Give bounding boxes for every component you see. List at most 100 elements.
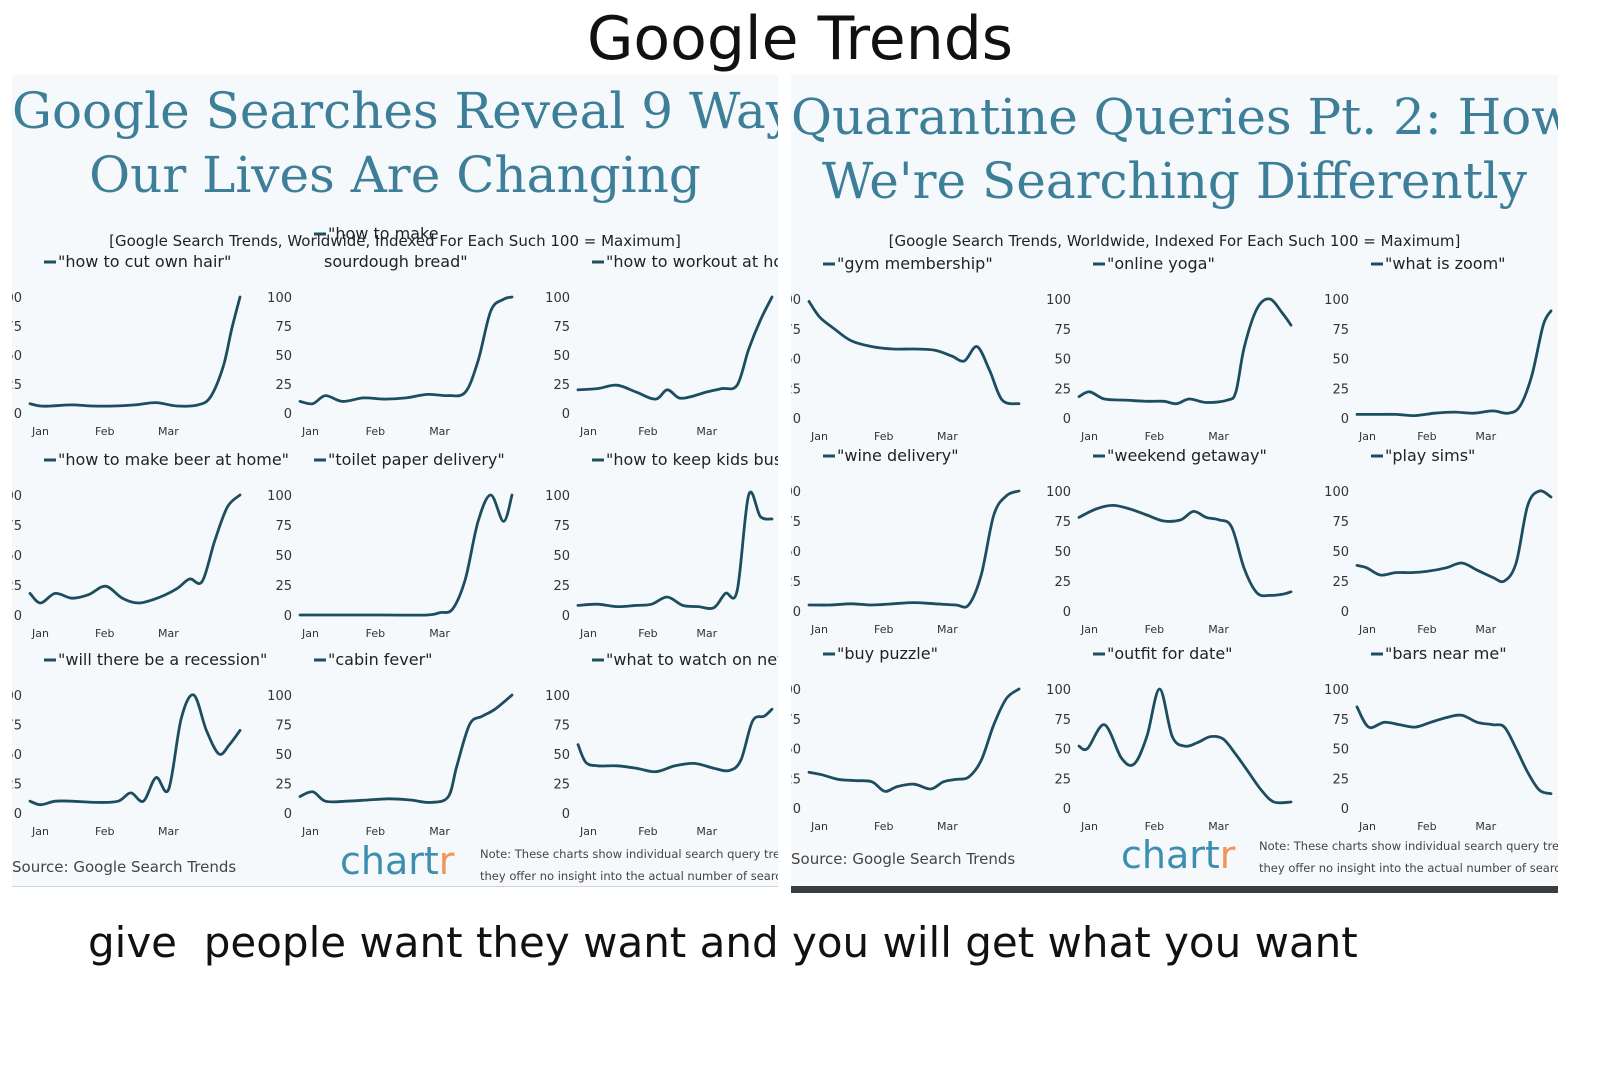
y-tick-label: 0 — [1341, 412, 1349, 427]
y-tick-label: 75 — [791, 323, 801, 338]
x-tick-label: Mar — [1475, 820, 1496, 833]
series-line — [28, 493, 242, 605]
y-tick-label: 75 — [275, 719, 292, 734]
series-line — [28, 295, 242, 408]
subtitle-right: [Google Search Trends, Worldwide, Indexe… — [888, 232, 1461, 250]
y-tick-label: 75 — [1054, 713, 1071, 728]
y-tick-label: 25 — [12, 378, 22, 393]
y-tick-label: 0 — [793, 412, 801, 427]
y-tick-label: 25 — [791, 382, 801, 397]
y-tick-label: 75 — [791, 515, 801, 530]
x-tick-label: Mar — [158, 627, 179, 640]
y-tick-label: 50 — [1054, 353, 1071, 368]
headline-right: Quarantine Queries Pt. 2: How We're Sear… — [791, 85, 1558, 213]
y-tick-label: 50 — [275, 349, 292, 364]
x-tick-label: Jan — [31, 425, 49, 438]
y-tick-label: 75 — [1332, 713, 1349, 728]
source-left: Source: Google Search Trends — [12, 858, 237, 876]
y-tick-label: 50 — [553, 748, 570, 763]
x-tick-label: Jan — [1080, 623, 1098, 636]
y-tick-label: 75 — [791, 713, 801, 728]
x-tick-label: Feb — [638, 425, 657, 438]
y-tick-label: 25 — [791, 772, 801, 787]
mini-chart: 0 25 50 75 100 Jan Feb Mar "outfit for date" — [1046, 644, 1293, 833]
series-line — [807, 489, 1021, 609]
x-tick-label: Mar — [937, 623, 958, 636]
chart-title: "weekend getaway" — [1107, 446, 1267, 465]
x-tick-label: Feb — [638, 825, 657, 838]
x-tick-label: Feb — [638, 627, 657, 640]
x-tick-label: Feb — [1417, 623, 1436, 636]
y-tick-label: 0 — [562, 609, 570, 624]
chart-title: "will there be a recession" — [58, 650, 267, 669]
y-tick-label: 25 — [1332, 382, 1349, 397]
chart-title: "play sims" — [1385, 446, 1475, 465]
y-tick-label: 50 — [12, 349, 22, 364]
mini-chart: 0 25 50 75 100 Jan Feb Mar "toilet paper deliver… — [267, 450, 514, 640]
x-tick-label: Mar — [696, 627, 717, 640]
source-right: Source: Google Search Trends — [791, 850, 1016, 868]
x-tick-label: Jan — [579, 627, 597, 640]
y-tick-label: 25 — [275, 378, 292, 393]
x-tick-label: Jan — [810, 820, 828, 833]
infographic-left: Google Searches Reveal 9 Ways Our Lives … — [12, 75, 778, 887]
series-line — [807, 300, 1021, 406]
y-tick-label: 50 — [1054, 545, 1071, 560]
y-tick-label: 75 — [553, 719, 570, 734]
chart-title: "what is zoom" — [1385, 254, 1506, 273]
x-tick-label: Feb — [874, 430, 893, 443]
y-tick-label: 100 — [791, 485, 801, 500]
x-tick-label: Jan — [31, 825, 49, 838]
y-tick-label: 0 — [1063, 412, 1071, 427]
y-tick-label: 75 — [1332, 323, 1349, 338]
x-tick-label: Mar — [158, 825, 179, 838]
y-tick-label: 100 — [545, 489, 570, 504]
mini-chart: 0 25 50 75 100 Jan Feb Mar "weekend getaway" — [1046, 446, 1293, 636]
mini-chart: 0 25 50 75 100 Jan Feb Mar "online yoga" — [1046, 254, 1293, 443]
y-tick-label: 100 — [1324, 293, 1349, 308]
y-tick-label: 50 — [1332, 545, 1349, 560]
x-tick-label: Jan — [31, 627, 49, 640]
y-tick-label: 0 — [284, 807, 292, 822]
x-tick-label: Feb — [366, 627, 385, 640]
y-tick-label: 50 — [791, 545, 801, 560]
y-tick-label: 75 — [12, 719, 22, 734]
chart-title: "how to keep kids busy" — [606, 450, 778, 469]
chart-title: "how to make beer at home" — [58, 450, 289, 469]
mini-chart: 0 25 50 75 100 Jan Feb Mar "play sims" — [1324, 446, 1553, 636]
x-tick-label: Mar — [696, 825, 717, 838]
y-tick-label: 100 — [267, 689, 292, 704]
note-left: Note: These charts show individual searc… — [480, 847, 778, 883]
x-tick-label: Jan — [810, 430, 828, 443]
mini-chart: 0 25 50 75 100 Jan Feb Mar "how to workout at ho… — [545, 252, 778, 438]
x-tick-label: Feb — [874, 623, 893, 636]
y-tick-label: 75 — [1054, 323, 1071, 338]
charts-grid-left: 0 25 50 75 100 Jan Feb Mar "how to cut own hair"… — [12, 224, 778, 838]
x-tick-label: Jan — [301, 825, 319, 838]
caption: give people want they want and you will … — [88, 918, 1358, 967]
y-tick-label: 75 — [553, 519, 570, 534]
x-tick-label: Feb — [366, 425, 385, 438]
y-tick-label: 0 — [1341, 605, 1349, 620]
y-tick-label: 100 — [12, 489, 22, 504]
y-tick-label: 50 — [12, 549, 22, 564]
x-tick-label: Jan — [579, 425, 597, 438]
y-tick-label: 100 — [1324, 683, 1349, 698]
headline-line-1: Quarantine Queries Pt. 2: How — [791, 88, 1558, 146]
chart-title: "bars near me" — [1385, 644, 1507, 663]
mini-chart: 0 25 50 75 100 Jan Feb Mar "how to cut own hair" — [12, 252, 242, 438]
y-tick-label: 50 — [553, 349, 570, 364]
y-tick-label: 0 — [14, 807, 22, 822]
y-tick-label: 50 — [275, 748, 292, 763]
y-tick-label: 25 — [275, 579, 292, 594]
x-tick-label: Feb — [1145, 820, 1164, 833]
x-tick-label: Mar — [696, 425, 717, 438]
x-tick-label: Jan — [1358, 820, 1376, 833]
y-tick-label: 100 — [1046, 485, 1071, 500]
note-right: Note: These charts show individual searc… — [1259, 839, 1558, 875]
infographic-right: Quarantine Queries Pt. 2: How We're Sear… — [791, 75, 1558, 893]
y-tick-label: 25 — [791, 575, 801, 590]
series-line — [1077, 297, 1293, 406]
x-tick-label: Feb — [95, 825, 114, 838]
mini-chart: 0 25 50 75 100 Jan Feb Mar "gym membership" — [791, 254, 1021, 443]
